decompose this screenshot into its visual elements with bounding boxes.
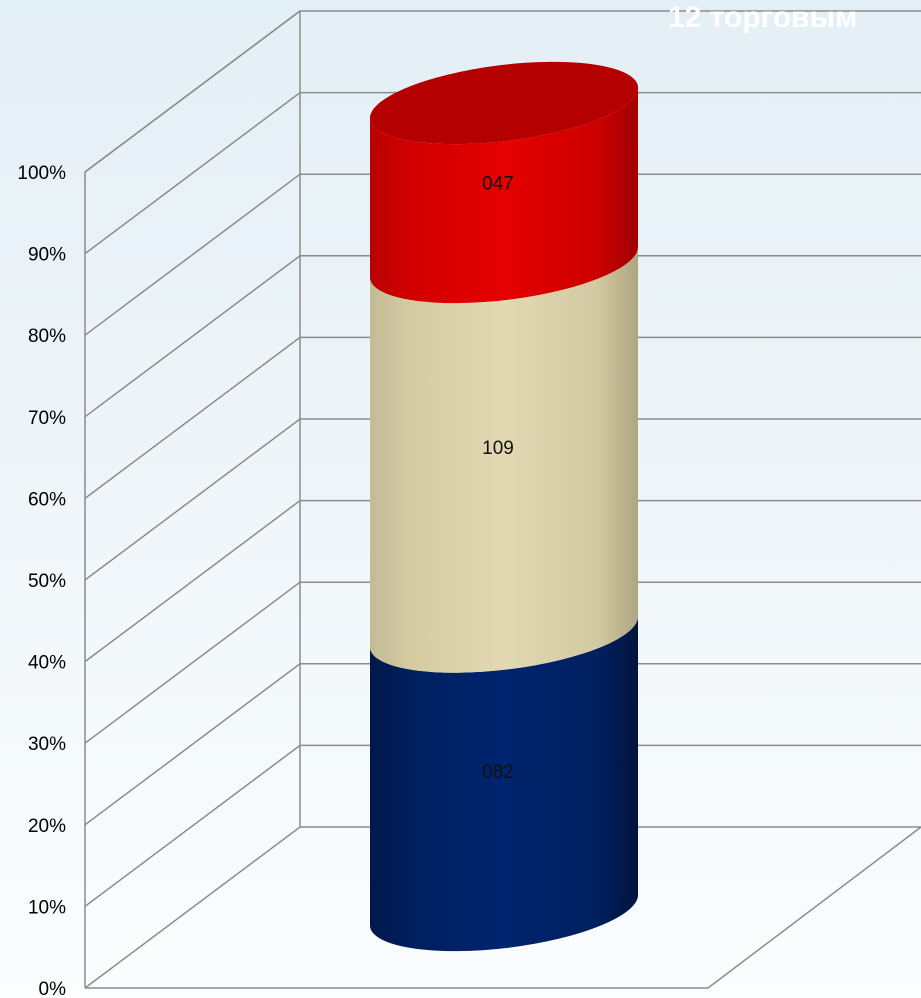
gridline bbox=[84, 499, 921, 663]
bar-segment bbox=[370, 245, 639, 673]
y-tick-label: 50% bbox=[28, 571, 66, 592]
data-labels: 082 109 047 bbox=[482, 173, 514, 782]
data-label: 047 bbox=[482, 173, 514, 194]
gridline bbox=[84, 10, 921, 173]
y-tick-label: 20% bbox=[28, 816, 66, 837]
data-label: 109 bbox=[482, 438, 514, 459]
data-label: 082 bbox=[482, 762, 514, 783]
y-tick-label: 0% bbox=[39, 979, 67, 998]
y-tick-label: 30% bbox=[28, 734, 66, 755]
gridline bbox=[84, 744, 921, 908]
chart-title: 12 торговым bbox=[668, 1, 857, 34]
gridline bbox=[84, 255, 921, 418]
gridline bbox=[84, 173, 921, 336]
gridline bbox=[84, 91, 921, 255]
y-tick-label: 90% bbox=[28, 245, 66, 266]
y-tick-label: 60% bbox=[28, 489, 66, 510]
gridline bbox=[84, 336, 921, 500]
plot-area bbox=[369, 61, 639, 952]
gridline bbox=[84, 418, 921, 581]
gridline bbox=[84, 663, 921, 826]
bar-segment bbox=[370, 615, 639, 952]
y-tick-label: 100% bbox=[17, 163, 66, 184]
bar-top-cap bbox=[369, 61, 639, 145]
y-tick-label: 10% bbox=[28, 897, 66, 918]
y-tick-label: 70% bbox=[28, 408, 66, 429]
bar-segment bbox=[370, 86, 639, 304]
gridline bbox=[84, 581, 921, 744]
y-tick-label: 40% bbox=[28, 653, 66, 674]
y-tick-label: 80% bbox=[28, 326, 66, 347]
y-axis: 0% 10% 20% 30% 40% 50% 60% 70% 80% 90% 100% bbox=[17, 10, 921, 998]
